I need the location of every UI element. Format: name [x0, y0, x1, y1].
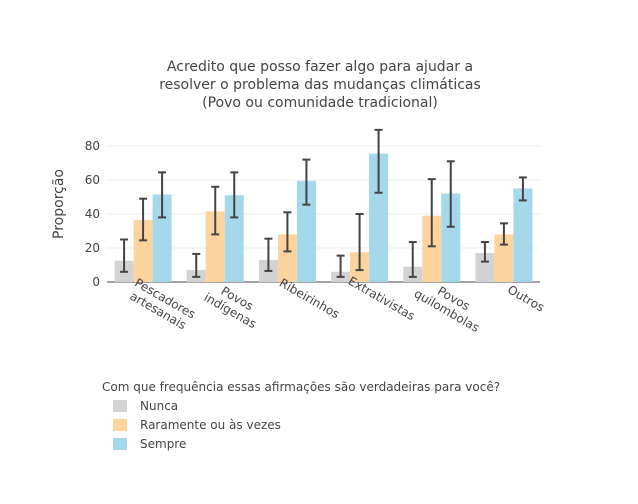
error-bar: [264, 237, 273, 272]
x-tick-label: Ribeirinhos: [277, 276, 342, 322]
error-bar: [230, 171, 239, 219]
legend-label: Raramente ou às vezes: [140, 418, 281, 432]
y-tick-label: 40: [85, 207, 100, 221]
x-tick-label: Povosquilombolas: [412, 274, 489, 335]
error-bars: [120, 128, 527, 278]
error-bar: [355, 213, 364, 272]
chart-title: Acredito que posso fazer algo para ajuda…: [159, 59, 481, 111]
chart-title-line: (Povo ou comunidade tradicional): [202, 95, 438, 111]
bar-sempre-4: [441, 193, 461, 282]
bar-raramente-ou-s-vezes-2: [277, 234, 297, 282]
y-tick-label: 60: [85, 173, 100, 187]
bar-raramente-ou-s-vezes-1: [205, 211, 225, 282]
x-tick-label-line: Ribeirinhos: [277, 276, 342, 322]
y-tick-label: 80: [85, 139, 100, 153]
legend-swatch: [113, 419, 127, 431]
y-tick-label: 0: [92, 275, 100, 289]
legend-label: Nunca: [140, 399, 178, 413]
error-bar: [120, 238, 129, 273]
x-tick-label-line: Outros: [505, 282, 547, 314]
gridlines: [107, 145, 540, 283]
bar-raramente-ou-s-vezes-5: [494, 234, 514, 282]
bar-raramente-ou-s-vezes-4: [422, 215, 442, 282]
bar-raramente-ou-s-vezes-0: [133, 219, 153, 282]
legend-label: Sempre: [140, 437, 186, 451]
bar-sempre-3: [369, 153, 389, 282]
x-axis-ticks: Pescadoresartesanais Povosindígenas Ribeir…: [125, 274, 547, 335]
error-bar: [139, 197, 148, 242]
error-bar: [158, 171, 167, 219]
chart-title-line: resolver o problema das mudanças climáti…: [159, 77, 481, 93]
legend-swatch: [113, 400, 127, 412]
error-bar: [446, 160, 455, 228]
legend-swatch: [113, 438, 127, 450]
bar-sempre-1: [224, 195, 244, 282]
error-bar: [499, 222, 508, 246]
legend: Com que frequência essas afirmações são …: [102, 380, 500, 451]
error-bar: [408, 241, 417, 278]
error-bar: [211, 185, 220, 236]
bar-sempre-2: [296, 180, 316, 282]
y-axis-ticks: 0 20 40 60 80: [85, 139, 100, 289]
error-bar: [336, 254, 345, 278]
chart-title-line: Acredito que posso fazer algo para ajuda…: [167, 59, 473, 75]
x-tick-label: Povosindígenas: [202, 278, 266, 331]
error-bar: [192, 252, 201, 278]
legend-title: Com que frequência essas afirmações são …: [102, 380, 500, 394]
bar-nunca-5: [475, 253, 495, 282]
error-bar: [518, 176, 527, 202]
y-tick-label: 20: [85, 241, 100, 255]
x-tick-label: Pescadoresartesanais: [125, 276, 198, 334]
bar-sempre-5: [513, 188, 533, 282]
error-bar: [302, 158, 311, 206]
error-bar: [283, 211, 292, 253]
bar-sempre-0: [152, 194, 172, 282]
bars: [114, 153, 533, 282]
x-tick-label: Outros: [505, 282, 547, 314]
error-bar: [480, 241, 489, 263]
error-bar: [374, 128, 383, 194]
y-axis-title: Proporção: [51, 169, 67, 239]
error-bar: [427, 178, 436, 248]
